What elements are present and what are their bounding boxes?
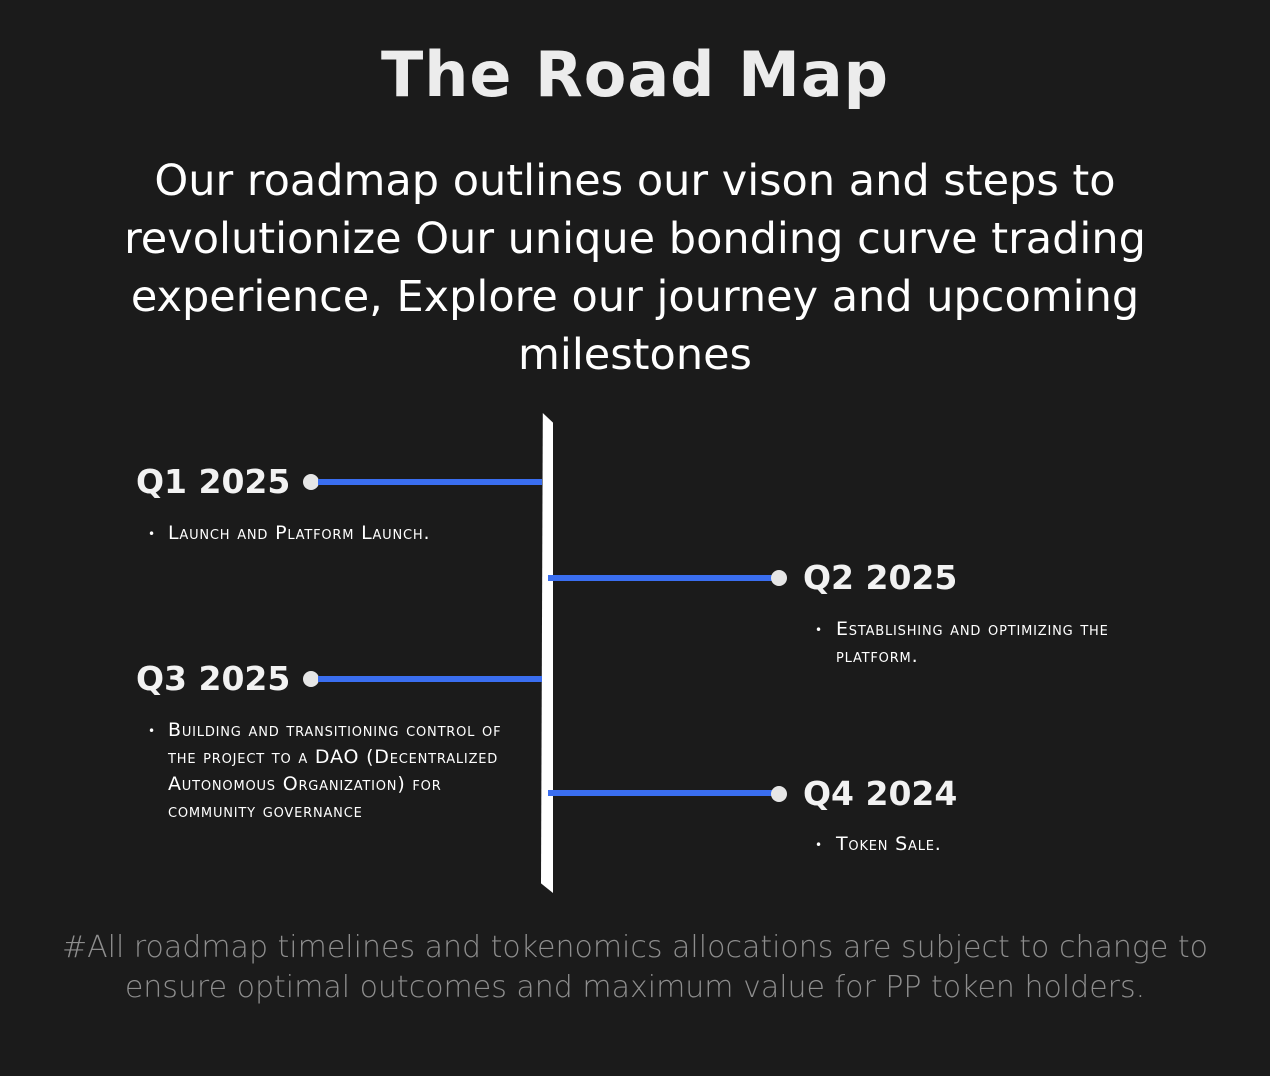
milestone-q1-2025-description: Launch and Platform Launch. (168, 522, 431, 544)
milestone-q4-2024-connector (548, 790, 774, 796)
milestone-q4-2024-dot (771, 786, 787, 802)
bullet-icon: • (148, 724, 156, 738)
milestone-q3-2025-description: Building and transitioning control of th… (168, 719, 502, 822)
bullet-icon: • (148, 527, 156, 541)
milestone-q4-2024-label: Q4 2024 (803, 774, 958, 813)
milestone-q2-2025-connector (548, 575, 774, 581)
milestone-q2-2025-dot (771, 570, 787, 586)
milestone-q3-2025-label: Q3 2025 (136, 659, 291, 698)
page-title: The Road Map (380, 38, 890, 111)
bullet-icon: • (815, 838, 823, 852)
timeline-axis (541, 413, 553, 893)
intro-text: Our roadmap outlines our vison and steps… (124, 156, 1146, 380)
milestone-q1-2025-connector (318, 479, 542, 485)
milestone-q4-2024-description: Token Sale. (836, 833, 942, 855)
disclaimer-footnote: #All roadmap timelines and tokenomics al… (62, 930, 1208, 1005)
milestone-q3-2025-connector (318, 676, 542, 682)
milestone-q2-2025-description: Establishing and optimizing the platform… (836, 618, 1109, 667)
bullet-icon: • (815, 623, 823, 637)
milestone-q2-2025-label: Q2 2025 (803, 558, 958, 597)
milestone-q1-2025-dot (303, 474, 319, 490)
milestone-q3-2025-dot (303, 671, 319, 687)
milestone-q1-2025-label: Q1 2025 (136, 462, 291, 501)
